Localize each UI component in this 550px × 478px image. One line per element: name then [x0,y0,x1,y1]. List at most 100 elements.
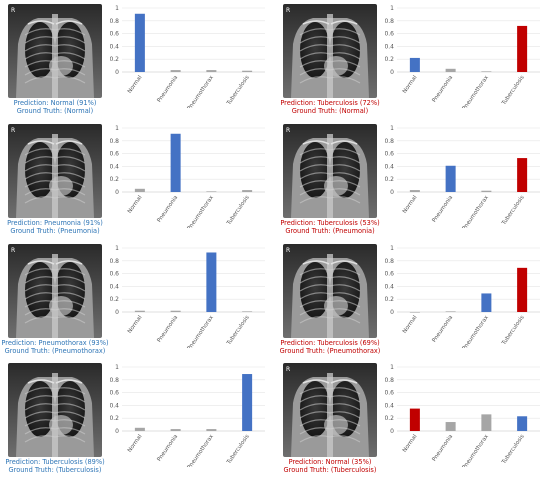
bar-pneumothorax [481,293,492,312]
y-tick-label: 0.4 [110,163,119,170]
x-tick-label: Normal [402,433,419,453]
y-tick-label: 0 [390,69,394,76]
xray-frame: R [8,244,102,338]
ground-truth-text: Ground Truth: (Tuberculosis) [8,466,102,474]
bar-pneumonia [445,165,456,192]
result-panel: R Prediction: Pneumonia (91%) Ground Truth… [0,120,275,239]
x-tick-label: Pneumonia [431,434,454,463]
y-tick-label: 1 [390,364,394,371]
chest-xray-image: R [283,363,377,457]
y-tick-label: 0.4 [385,163,394,170]
x-tick-label: Normal [402,314,419,334]
y-tick-label: 0 [390,428,394,435]
prediction-text: Prediction: Normal (91%) [13,99,97,107]
prediction-caption: Prediction: Normal (91%) Ground Truth: (N… [0,99,110,115]
y-tick-label: 0.2 [110,296,119,303]
probability-bar-chart: 0 0.2 0.4 0.6 0.8 1 Normal Pneumonia Pneumothora… [385,364,540,467]
orientation-marker: R [286,127,290,134]
prediction-text: Prediction: Tuberculosis (89%) [5,458,105,466]
ground-truth-text: Ground Truth: (Normal) [16,107,94,115]
orientation-marker: R [286,366,290,373]
y-tick-label: 0.8 [110,258,119,265]
x-tick-label: Pneumothorax [462,433,491,467]
chest-xray-image: R [283,124,377,218]
y-tick-label: 0 [115,309,119,316]
y-tick-label: 0.2 [385,296,394,303]
chest-xray-image: R [8,124,102,218]
bar-pneumothorax [206,252,217,312]
prediction-caption: Prediction: Tuberculosis (53%) Ground Tru… [275,219,385,235]
bar-normal [134,310,145,312]
xray-frame: R [8,124,102,218]
orientation-marker: R [11,7,15,14]
x-tick-label: Pneumothorax [462,194,491,228]
bar-tuberculosis [242,311,253,312]
bar-pneumonia [445,68,456,72]
y-tick-label: 0 [390,189,394,196]
probability-bar-chart: 0 0.2 0.4 0.6 0.8 1 Normal Pneumonia Pneumothora… [385,245,540,348]
y-tick-label: 0.2 [110,56,119,63]
bar-tuberculosis [517,267,528,312]
y-tick-label: 0 [115,428,119,435]
bar-pneumothorax [481,71,492,72]
bar-pneumothorax [206,191,217,192]
x-tick-label: Pneumonia [156,315,179,344]
bar-pneumonia [170,70,181,72]
prediction-text: Prediction: Tuberculosis (69%) [280,339,380,347]
x-tick-label: Tuberculosis [226,75,251,107]
x-tick-label: Tuberculosis [226,434,251,466]
bar-tuberculosis [517,25,528,73]
y-tick-label: 0.2 [385,56,394,63]
y-tick-label: 0.8 [385,138,394,145]
y-tick-label: 0.2 [385,176,394,183]
y-tick-label: 0.4 [110,283,119,290]
result-panel: R Prediction: Tuberculosis (53%) Ground Tr… [275,120,550,239]
bar-normal [409,408,420,431]
y-tick-label: 0.8 [385,258,394,265]
bar-pneumonia [445,422,456,431]
y-tick-label: 0.8 [110,377,119,384]
y-tick-label: 0 [390,309,394,316]
result-panel: R Prediction: Normal (35%) Ground Truth: (… [275,359,550,478]
xray-frame: R [8,4,102,98]
xray-frame: R [283,124,377,218]
x-tick-label: Normal [127,194,144,214]
bar-pneumothorax [481,190,492,192]
result-panel: R Prediction: Pneumothorax (93%) Ground Tr… [0,240,275,359]
bar-pneumonia [445,311,456,312]
x-tick-label: Pneumonia [431,75,454,104]
y-tick-label: 0.2 [110,415,119,422]
y-tick-label: 0.6 [110,31,119,38]
bar-normal [134,188,145,192]
y-tick-label: 0.6 [385,31,394,38]
y-tick-label: 0.6 [110,390,119,397]
x-tick-label: Normal [127,314,144,334]
y-tick-label: 1 [115,125,119,132]
y-tick-label: 0 [115,189,119,196]
y-tick-label: 0.6 [385,151,394,158]
chest-xray-image: R [283,4,377,98]
chest-xray-image: R [8,4,102,98]
y-tick-label: 0.6 [110,151,119,158]
ground-truth-text: Ground Truth: (Pneumonia) [285,227,375,235]
xray-frame [8,363,102,457]
prediction-text: Prediction: Tuberculosis (53%) [280,219,380,227]
y-tick-label: 0.2 [385,415,394,422]
result-panel: R Prediction: Tuberculosis (72%) Ground Tr… [275,0,550,119]
bar-normal [134,427,145,431]
orientation-marker: R [11,127,15,134]
x-tick-label: Pneumonia [431,315,454,344]
ground-truth-text: Ground Truth: (Pneumothorax) [4,347,106,355]
y-tick-label: 0.4 [110,43,119,50]
x-tick-label: Normal [127,433,144,453]
ground-truth-text: Ground Truth: (Tuberculosis) [283,466,377,474]
y-tick-label: 0.4 [385,402,394,409]
prediction-caption: Prediction: Tuberculosis (72%) Ground Tru… [275,99,385,115]
xray-frame: R [283,4,377,98]
ground-truth-text: Ground Truth: (Normal) [291,107,369,115]
y-tick-label: 0.4 [110,402,119,409]
x-tick-label: Tuberculosis [226,315,251,347]
bar-pneumothorax [206,429,217,431]
prediction-caption: Prediction: Tuberculosis (69%) Ground Tru… [275,339,385,355]
x-tick-label: Tuberculosis [501,434,526,466]
